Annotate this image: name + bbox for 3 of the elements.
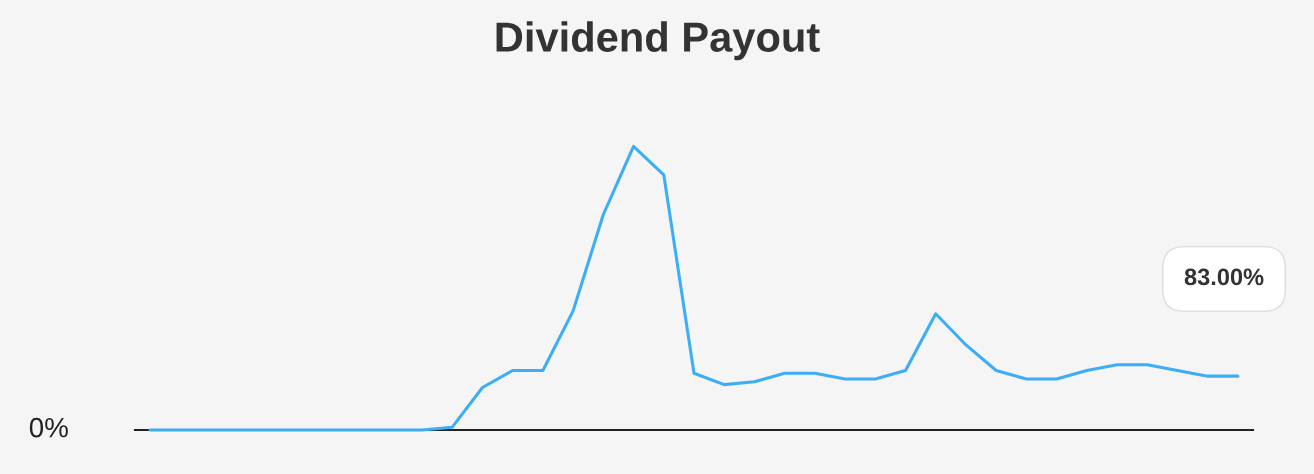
annotation: 83.00% [1184,268,1264,286]
chart-title: Dividend Payout [496,21,820,61]
text: 0% [29,417,68,438]
